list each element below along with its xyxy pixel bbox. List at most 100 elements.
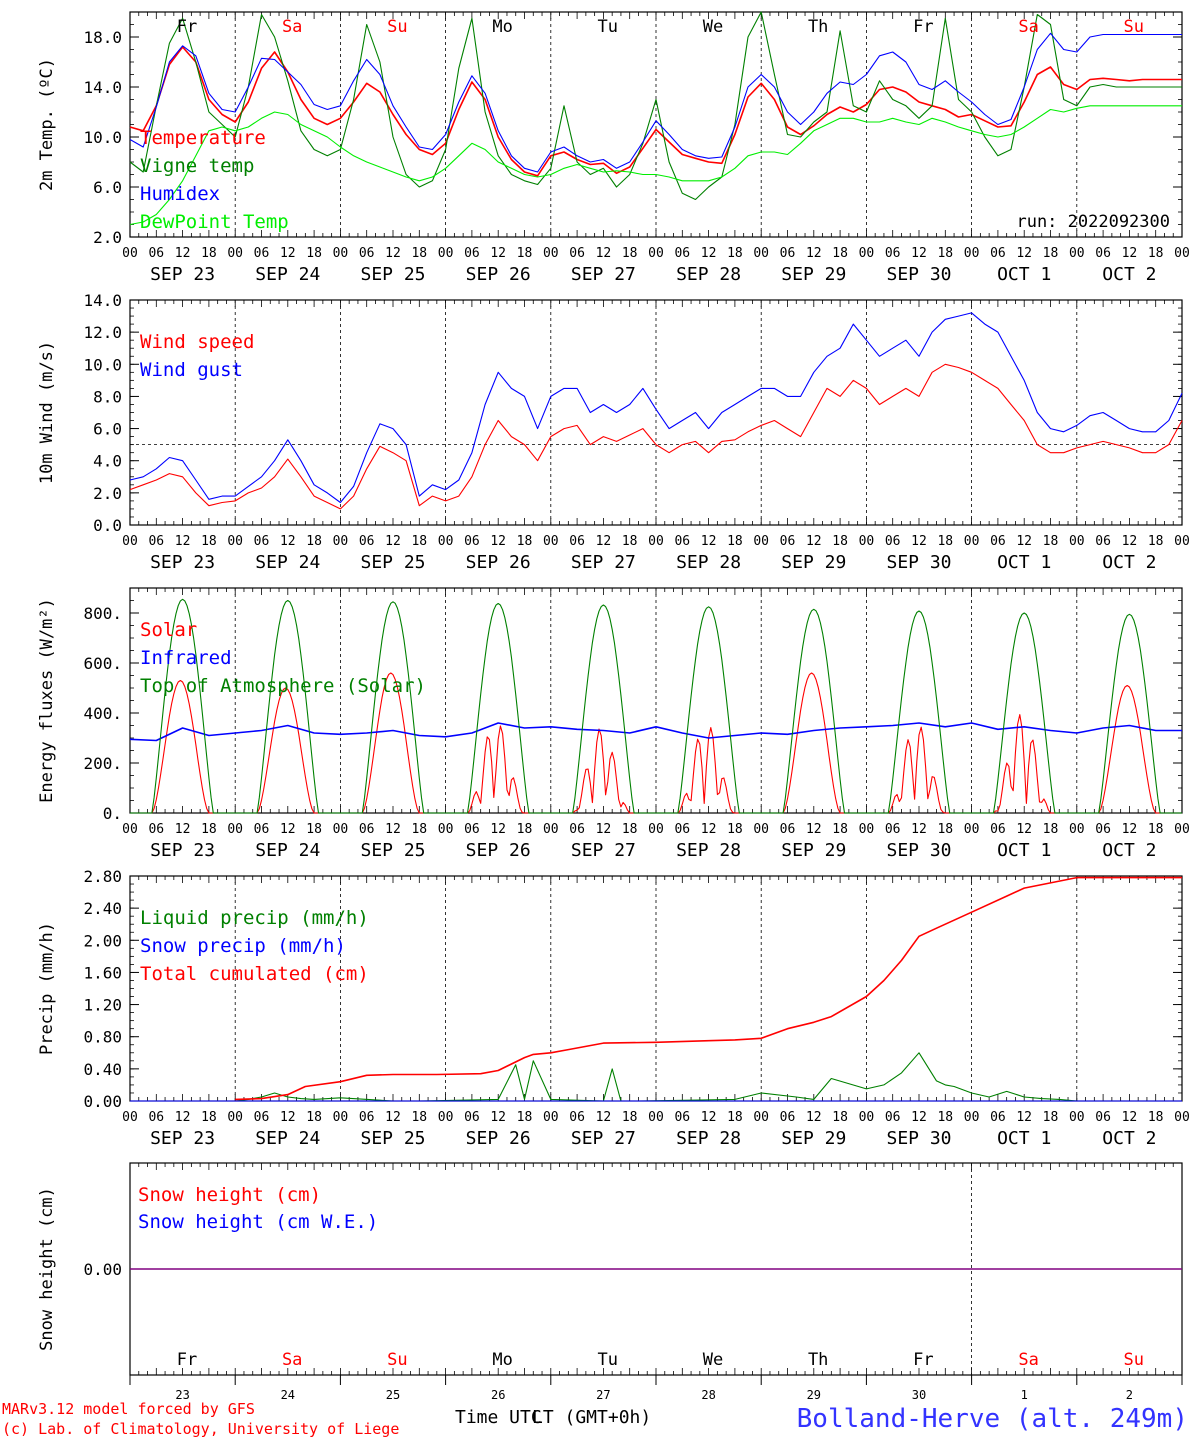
date-label: SEP 27 [571, 1128, 636, 1149]
time-axis-label: Time UTC [455, 1407, 542, 1428]
hour-label: 12 [701, 822, 717, 837]
y-tick-label: 0. [103, 804, 122, 823]
hour-label: 00 [753, 1110, 769, 1125]
date-label: OCT 2 [1102, 552, 1156, 573]
hour-label: 18 [517, 246, 533, 261]
hour-label: 12 [596, 822, 612, 837]
hour-label: 18 [201, 534, 217, 549]
day-name: Sa [1018, 1350, 1038, 1370]
hour-label: 00 [333, 1110, 349, 1125]
date-label: SEP 28 [676, 552, 741, 573]
hour-label: 06 [148, 534, 164, 549]
legend-entry: Humidex [140, 183, 220, 205]
hour-label: 00 [543, 1110, 559, 1125]
hour-label: 00 [859, 246, 875, 261]
date-label: OCT 1 [997, 552, 1051, 573]
legend-entry: Total cumulated (cm) [140, 963, 369, 985]
panel-wind: 0.0 2.0 4.0 6.0 8.0 10.0 12.0 14.0 10m Wind (m/s… [37, 291, 1190, 573]
date-label: SEP 27 [571, 264, 636, 285]
hour-label: 00 [122, 1110, 138, 1125]
hour-label: 12 [490, 246, 506, 261]
hour-label: 00 [438, 822, 454, 837]
hour-label: 06 [780, 1110, 796, 1125]
y-tick-label: 2.0 [93, 228, 122, 247]
legend-entry: Wind speed [140, 331, 254, 353]
hour-label: 06 [359, 534, 375, 549]
hour-label: 18 [937, 1110, 953, 1125]
y-tick-label: 1.20 [83, 996, 122, 1015]
hour-label: 18 [937, 534, 953, 549]
hour-label: 12 [385, 246, 401, 261]
hour-label: 06 [674, 246, 690, 261]
hour-label: 18 [727, 246, 743, 261]
hour-label: 18 [1043, 1110, 1059, 1125]
hour-label: 06 [885, 246, 901, 261]
hour-label: 12 [596, 534, 612, 549]
day-number: 27 [596, 1388, 610, 1402]
date-label: SEP 29 [781, 264, 846, 285]
hour-label: 00 [227, 822, 243, 837]
y-tick-label: 1.60 [83, 963, 122, 982]
legend-entry: Solar [140, 619, 197, 641]
hour-label: 00 [122, 246, 138, 261]
hour-label: 12 [175, 534, 191, 549]
y-tick-label: 14.0 [83, 78, 122, 97]
legend-entry: Vigne temp [140, 155, 254, 177]
day-number: 24 [281, 1388, 295, 1402]
date-label: SEP 28 [676, 264, 741, 285]
hour-label: 06 [780, 822, 796, 837]
hour-label: 06 [885, 534, 901, 549]
hour-label: 18 [727, 1110, 743, 1125]
hour-label: 00 [964, 1110, 980, 1125]
date-label: SEP 23 [150, 1128, 215, 1149]
hour-label: 18 [411, 822, 427, 837]
legend-entry: Infrared [140, 647, 232, 669]
y-tick-label: 4.0 [93, 452, 122, 471]
hour-label: 00 [438, 246, 454, 261]
hour-label: 00 [859, 1110, 875, 1125]
hour-label: 12 [175, 822, 191, 837]
hour-label: 12 [385, 822, 401, 837]
y-tick-label: 2.40 [83, 899, 122, 918]
date-label: SEP 24 [255, 264, 320, 285]
hour-label: 06 [464, 1110, 480, 1125]
date-label: SEP 26 [466, 1128, 531, 1149]
hour-label: 06 [359, 246, 375, 261]
hour-label: 18 [727, 534, 743, 549]
hour-label: 00 [648, 246, 664, 261]
legend-entry: Wind gust [140, 359, 243, 381]
hour-label: 18 [1148, 1110, 1164, 1125]
date-label: SEP 29 [781, 1128, 846, 1149]
y-tick-label: 0.80 [83, 1028, 122, 1047]
day-name: Su [387, 17, 407, 37]
hour-label: 12 [1122, 246, 1138, 261]
hour-label: 06 [254, 534, 270, 549]
y-tick-label: 6.0 [93, 178, 122, 197]
hour-label: 12 [490, 1110, 506, 1125]
hour-label: 18 [1148, 822, 1164, 837]
y-tick-label: 10.0 [83, 355, 122, 374]
hour-label: 18 [411, 1110, 427, 1125]
hour-label: 12 [1122, 1110, 1138, 1125]
hour-label: 00 [227, 534, 243, 549]
hour-label: 12 [701, 246, 717, 261]
hour-label: 00 [1174, 822, 1190, 837]
date-label: SEP 25 [360, 552, 425, 573]
y-tick-label: 0.00 [83, 1092, 122, 1111]
hour-label: 00 [1069, 246, 1085, 261]
hour-label: 06 [780, 534, 796, 549]
day-name: Su [387, 1350, 407, 1370]
y-axis-label: Energy fluxes (W/m²) [37, 598, 57, 803]
hour-label: 18 [201, 1110, 217, 1125]
hour-label: 06 [990, 246, 1006, 261]
y-axis-label: Precip (mm/h) [37, 922, 57, 1055]
hour-label: 18 [201, 246, 217, 261]
date-label: SEP 29 [781, 840, 846, 861]
series-humidex [129, 32, 1182, 173]
hour-label: 12 [911, 534, 927, 549]
day-number: 30 [912, 1388, 926, 1402]
y-tick-label: 6.0 [93, 420, 122, 439]
hour-label: 06 [990, 534, 1006, 549]
hour-label: 12 [280, 246, 296, 261]
